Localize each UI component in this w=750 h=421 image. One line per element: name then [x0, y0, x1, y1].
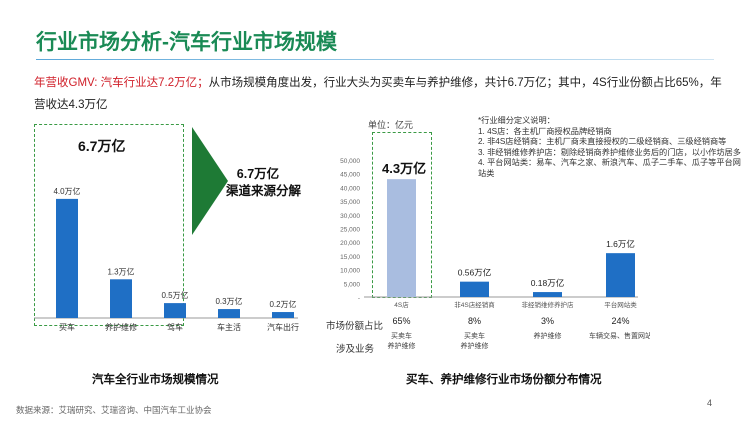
bar — [460, 281, 489, 297]
y-tick-label: 45,000 — [340, 172, 360, 179]
right-chart-caption: 买车、养护维修行业市场份额分布情况 — [406, 374, 602, 386]
bar — [218, 309, 240, 318]
arrow-label-value: 6.7万亿 — [236, 167, 280, 181]
bar — [110, 279, 132, 318]
y-tick-label: - — [358, 295, 360, 302]
bar-value-label: 4.0万亿 — [53, 186, 80, 196]
bar — [272, 312, 294, 318]
channel-share-chart: 50,000 45,000 40,000 35,000 30,000 25,000 20,0… — [340, 158, 650, 350]
bar-value-label: 1.6万亿 — [606, 239, 635, 249]
left-highlight-box — [34, 124, 184, 326]
share-value: 3% — [541, 316, 554, 326]
data-source: 数据来源：艾瑞研究、艾瑞咨询、中国汽车工业协会 — [16, 405, 212, 415]
definition-notes: *行业细分定义说明： 1. 4S店：各主机厂商授权品牌经销商 2. 非4S店经销… — [478, 116, 746, 180]
bar-value-label: 0.5万亿 — [161, 290, 188, 300]
left-chart-caption: 汽车全行业市场规模情况 — [92, 374, 219, 386]
bar-value-label: 0.3万亿 — [215, 296, 242, 306]
x-tick-label: 车主活 — [217, 322, 241, 332]
y-tick-label: 25,000 — [340, 227, 360, 234]
business-label: 养护维修 — [388, 341, 416, 350]
share-value: 8% — [468, 316, 481, 326]
y-tick-label: 40,000 — [340, 185, 360, 192]
unit-label: 单位：亿元 — [368, 120, 414, 130]
intro-highlight: 年营收GMV: 汽车行业达7.2万亿； — [34, 77, 209, 89]
y-tick-label: 30,000 — [340, 213, 360, 220]
business-label: 养护维修 — [534, 331, 562, 340]
share-row-label: 市场份额占比 — [326, 321, 384, 332]
intro-text: 从市场规模角度出发，行业大头为买卖车与养护维修，共计6.7万亿；其中，4S行业份… — [34, 77, 722, 111]
business-label: 买卖车 — [391, 331, 412, 340]
share-value: 24% — [611, 316, 629, 326]
y-tick-label: 5,000 — [344, 281, 361, 288]
share-value: 65% — [392, 316, 410, 326]
bar — [533, 292, 562, 297]
notes-item: 1. 4S店：各主机厂商授权品牌经销商 — [478, 126, 612, 136]
title-divider — [36, 59, 714, 60]
bar-value-label: 1.3万亿 — [107, 266, 134, 276]
bar-value-label: 0.18万亿 — [531, 278, 565, 288]
y-tick-label: 20,000 — [340, 240, 360, 247]
business-label: 养护维修 — [461, 341, 489, 350]
x-tick-label: 养护维修 — [105, 322, 137, 332]
y-tick-label: 15,000 — [340, 254, 360, 261]
bar — [56, 198, 78, 318]
bar — [606, 253, 635, 297]
bar — [164, 303, 186, 318]
notes-heading: *行业细分定义说明： — [478, 116, 555, 125]
arrow-label: 6.7万亿 渠道来源分解 — [226, 166, 302, 200]
arrow-label-text: 渠道来源分解 — [226, 184, 302, 198]
x-tick-label: 买车 — [59, 322, 75, 332]
arrow-right-icon — [192, 127, 228, 235]
business-label: 买卖车 — [464, 331, 485, 340]
business-row-label: 涉及业务 — [336, 344, 375, 355]
bar-value-label: 0.56万亿 — [458, 268, 492, 278]
right-box-total-label: 4.3万亿 — [382, 161, 427, 176]
x-tick-label: 汽车出行 — [267, 322, 299, 332]
bar-value-label: 0.2万亿 — [269, 299, 296, 309]
left-box-total-label: 6.7万亿 — [78, 138, 126, 154]
x-tick-label: 非4S店经销商 — [454, 300, 495, 309]
notes-item: 4. 平台网站类：易车、汽车之家、新浪汽车、瓜子二手车、瓜子等平台网站类 — [478, 158, 741, 178]
bar — [387, 179, 416, 297]
y-tick-label: 10,000 — [340, 268, 360, 275]
x-tick-label: 4S店 — [394, 300, 409, 309]
x-tick-label: 平台网站类 — [604, 300, 637, 309]
page-title: 行业市场分析-汽车行业市场规模 — [36, 31, 337, 54]
notes-item: 2. 非4S店经销商：主机厂商未直接授权的二级经销商、三级经销商等 — [478, 137, 727, 147]
y-tick-label: 35,000 — [340, 199, 360, 206]
business-label: 车辆交易、售置网站 — [589, 331, 650, 340]
page-number: 4 — [707, 398, 713, 408]
x-tick-label: 非经销维修养护店 — [522, 300, 575, 309]
intro-paragraph: 年营收GMV: 汽车行业达7.2万亿；从市场规模角度出发，行业大头为买卖车与养护… — [34, 72, 724, 116]
x-tick-label: 驾车 — [167, 322, 183, 332]
y-tick-label: 50,000 — [340, 158, 360, 165]
notes-item: 3. 非经销维修养护店：剔除经销商养护维修业务后的门店，以小作坊居多 — [478, 147, 741, 157]
